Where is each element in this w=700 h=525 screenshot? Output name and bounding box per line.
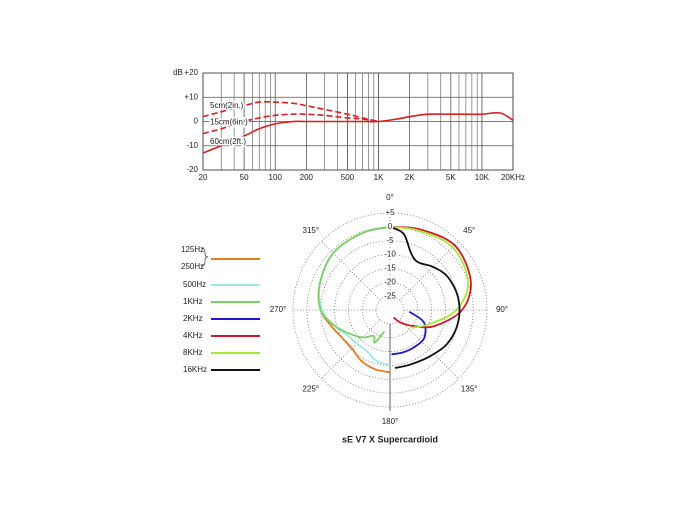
grid-ring (334, 254, 446, 366)
spoke (399, 241, 459, 301)
x-tick-label: 500 (341, 173, 355, 182)
plot-frame (202, 72, 514, 171)
curve-label: 15cm(6in.) (210, 118, 248, 127)
x-tick-label: 2K (405, 173, 415, 182)
radial-tick-label: -25 (384, 291, 396, 300)
y-tick-label: 0 (194, 117, 199, 126)
x-tick-label: 10K (475, 173, 490, 182)
x-tick-label: 100 (269, 173, 283, 182)
chart-title: sE V7 X Supercardioid (342, 434, 438, 444)
y-tick-label: +20 (184, 68, 198, 77)
x-tick-label: 5K (446, 173, 456, 182)
polar-chart: 0° 45° 90° 135° 180° 225° 270° 315° +5 0 -5 -10 -15 -… (181, 193, 508, 444)
angle-label: 135° (461, 384, 478, 393)
x-tick-label: 20 (199, 173, 208, 182)
legend-label: 8KHz (183, 348, 203, 357)
curve-label: 60cm(2ft.) (210, 137, 246, 146)
x-tick-label: 20KHz (501, 173, 525, 182)
angle-label: 225° (303, 384, 320, 393)
y-tick-label: -10 (186, 141, 198, 150)
spoke (399, 319, 459, 379)
angle-label: 270° (270, 305, 287, 314)
polar-curve (391, 310, 427, 356)
legend-label: 2KHz (183, 314, 203, 323)
angle-label: 315° (303, 226, 320, 235)
y-tick-label: -20 (186, 165, 198, 174)
angle-label: 45° (463, 226, 475, 235)
x-tick-label: 50 (240, 173, 249, 182)
response-curve (202, 100, 379, 123)
radial-tick-label: 0 (388, 222, 393, 231)
legend-label: 1KHz (183, 297, 203, 306)
curve-label: 5cm(2in.) (210, 101, 244, 110)
y-tick-label: +10 (184, 92, 198, 101)
response-curve (202, 111, 514, 154)
legend-label: 125Hz (181, 245, 204, 254)
grid-ring (361, 281, 419, 339)
legend-label: 16KHz (183, 365, 207, 374)
legend-brace (200, 247, 209, 267)
legend-label: 250Hz (181, 262, 204, 271)
radial-tick-label: +5 (385, 208, 395, 217)
polar-curve (317, 226, 391, 344)
polar-curve (389, 226, 472, 329)
y-axis-label: dB (173, 68, 183, 77)
angle-label: 0° (386, 193, 394, 202)
grid-ring (292, 212, 488, 408)
polar-curve (389, 226, 461, 369)
polar-curve (389, 226, 470, 329)
radial-tick-label: -10 (384, 250, 396, 259)
radial-tick-label: -15 (384, 264, 396, 273)
angle-label: 90° (496, 305, 508, 314)
response-curve (202, 113, 379, 135)
radial-tick-label: -20 (384, 277, 396, 286)
legend-label: 500Hz (183, 280, 206, 289)
radial-tick-label: -5 (386, 236, 394, 245)
legend-label: 4KHz (183, 331, 203, 340)
x-tick-label: 1K (374, 173, 384, 182)
spoke (321, 319, 381, 379)
angle-label: 180° (382, 417, 399, 426)
frequency-chart: +20 +10 0 -10 -20 dB 20 50 100 200 500 1K 2K 5K 10K 20K… (173, 68, 525, 182)
x-tick-label: 200 (300, 173, 314, 182)
spoke (321, 241, 381, 301)
